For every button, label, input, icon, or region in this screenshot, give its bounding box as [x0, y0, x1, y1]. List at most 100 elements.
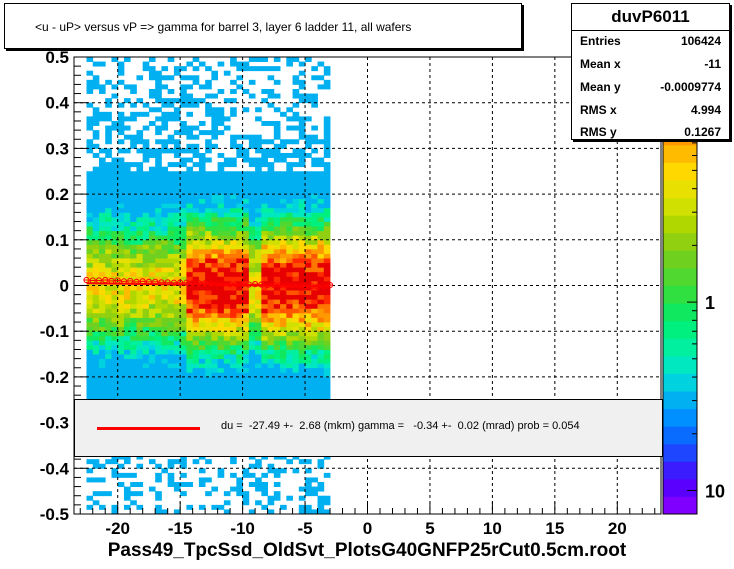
heatmap-cell: [148, 262, 156, 268]
heatmap-cell: [323, 262, 331, 268]
heatmap-cell: [148, 253, 156, 259]
heatmap-cell: [261, 335, 268, 341]
heatmap-cell: [292, 75, 300, 81]
heatmap-cell: [273, 335, 281, 341]
heatmap-cell: [211, 75, 219, 81]
heatmap-cell: [280, 216, 287, 222]
heatmap-cell: [192, 271, 200, 277]
heatmap-cell: [136, 267, 144, 273]
heatmap-cell: [92, 244, 100, 250]
heatmap-cell: [242, 354, 250, 360]
heatmap-cell: [142, 221, 150, 227]
heatmap-cell: [317, 216, 325, 222]
heatmap-cell: [292, 253, 300, 259]
heatmap-cell: [311, 248, 318, 254]
heatmap-cell: [311, 367, 318, 373]
heatmap-cell: [280, 358, 287, 364]
heatmap-cell: [92, 230, 100, 236]
heatmap-cell: [173, 395, 181, 401]
heatmap-cell: [161, 166, 169, 172]
heatmap-cell: [148, 335, 156, 341]
heatmap-cell: [223, 248, 231, 254]
heatmap-cell: [167, 294, 175, 300]
heatmap-cell: [86, 308, 94, 314]
heatmap-cell: [173, 244, 181, 250]
heatmap-cell: [111, 230, 119, 236]
heatmap-cell: [305, 504, 312, 510]
heatmap-cell: [223, 276, 231, 282]
heatmap-cell: [223, 253, 231, 259]
heatmap-cell: [205, 335, 212, 341]
heatmap-cell: [161, 335, 169, 341]
heatmap-cell: [205, 203, 212, 209]
heatmap-cell: [130, 472, 137, 478]
heatmap-cell: [98, 276, 106, 282]
heatmap-cell: [311, 98, 318, 104]
heatmap-cell: [180, 482, 187, 487]
heatmap-cell: [130, 349, 137, 355]
heatmap-cell: [298, 230, 306, 236]
heatmap-cell: [211, 358, 219, 364]
heatmap-cell: [305, 331, 312, 337]
heatmap-cell: [92, 308, 100, 314]
heatmap-cell: [111, 372, 119, 378]
heatmap-cell: [167, 299, 175, 305]
heatmap-cell: [136, 504, 144, 510]
heatmap-cell: [198, 386, 206, 392]
heatmap-cell: [161, 358, 169, 364]
heatmap-cell: [161, 349, 169, 355]
heatmap-cell: [117, 344, 125, 350]
heatmap-cell: [323, 226, 331, 232]
heatmap-cell: [105, 271, 112, 277]
heatmap-cell: [136, 235, 144, 241]
heatmap-cell: [230, 363, 237, 369]
heatmap-cell: [180, 290, 187, 296]
heatmap-cell: [180, 459, 187, 465]
heatmap-cell: [198, 271, 206, 277]
palette-swatch: [663, 338, 697, 357]
heatmap-cell: [205, 459, 212, 465]
heatmap-cell: [248, 57, 256, 62]
heatmap-cell: [186, 276, 194, 282]
heatmap-cell: [261, 294, 268, 300]
heatmap-cell: [98, 335, 106, 341]
heatmap-cell: [173, 116, 181, 122]
heatmap-cell: [217, 262, 225, 268]
heatmap-cell: [280, 294, 287, 300]
heatmap-cell: [255, 344, 262, 350]
heatmap-cell: [167, 212, 175, 218]
heatmap-cell: [242, 189, 250, 195]
heatmap-cell: [273, 212, 281, 218]
heatmap-cell: [273, 198, 281, 204]
heatmap-cell: [286, 312, 293, 318]
heatmap-cell: [192, 322, 200, 328]
heatmap-cell: [98, 354, 106, 360]
heatmap-cell: [136, 299, 144, 305]
heatmap-cell: [161, 244, 169, 250]
heatmap-cell: [248, 395, 256, 401]
heatmap-cell: [211, 258, 219, 264]
heatmap-cell: [117, 221, 125, 227]
heatmap-cell: [130, 354, 137, 360]
stats-value: 106424: [680, 34, 721, 48]
heatmap-cell: [248, 463, 256, 469]
heatmap-cell: [155, 248, 162, 254]
heatmap-cell: [123, 358, 131, 364]
heatmap-cell: [198, 504, 206, 510]
heatmap-cell: [180, 454, 187, 460]
heatmap-cell: [242, 175, 250, 181]
heatmap-cell: [248, 258, 256, 264]
heatmap-cell: [261, 472, 268, 478]
heatmap-cell: [148, 230, 156, 236]
heatmap-cell: [117, 180, 125, 186]
heatmap-cell: [298, 203, 306, 209]
heatmap-cell: [217, 376, 225, 382]
heatmap-cell: [117, 235, 125, 241]
heatmap-cell: [311, 239, 318, 245]
heatmap-cell: [248, 267, 256, 273]
heatmap-cell: [205, 299, 212, 305]
heatmap-cell: [198, 166, 206, 172]
heatmap-cell: [217, 120, 225, 126]
heatmap-cell: [117, 212, 125, 218]
heatmap-cell: [173, 358, 181, 364]
